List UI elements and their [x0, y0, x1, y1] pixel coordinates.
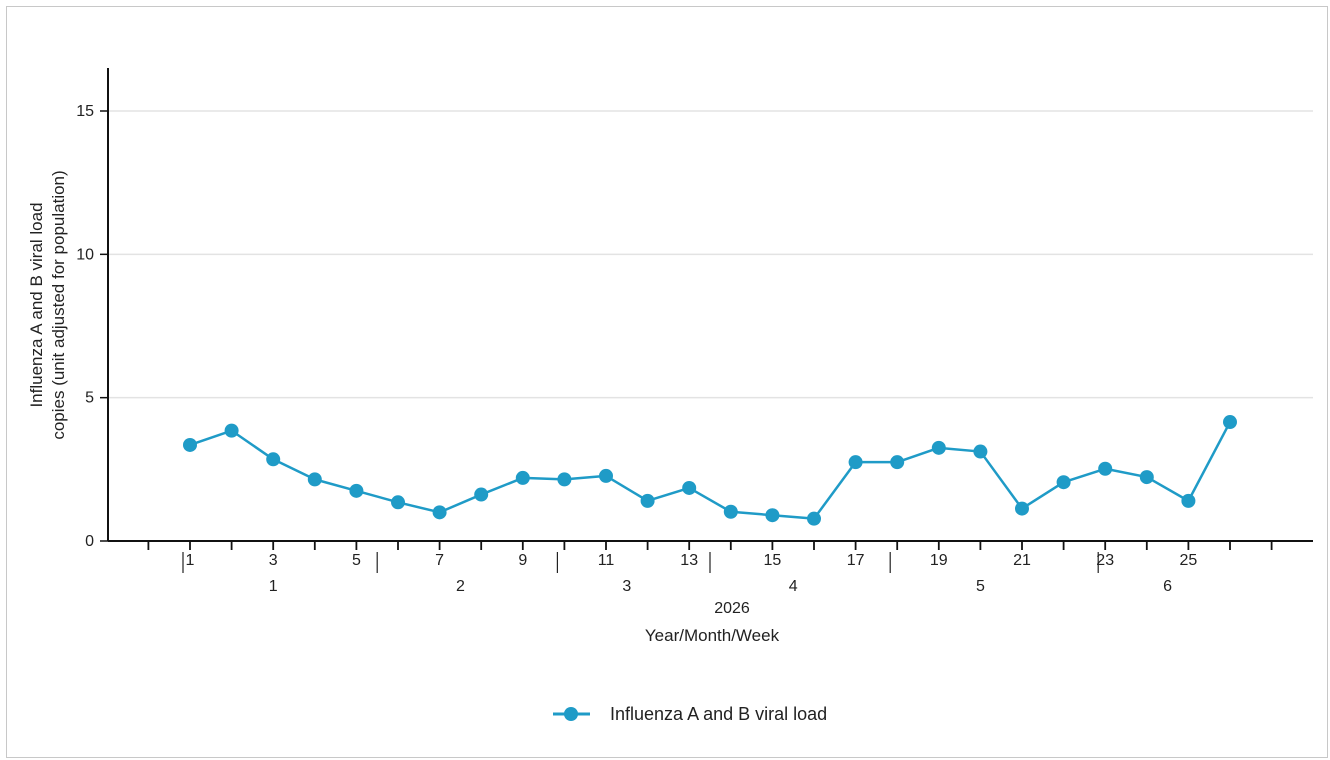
data-point-week-21	[1015, 501, 1029, 516]
data-point-week-20	[973, 444, 988, 459]
data-point-week-7	[432, 505, 447, 520]
data-point-week-11	[599, 468, 613, 483]
data-point-week-26	[1223, 415, 1237, 430]
y-tick-label-5: 5	[85, 390, 94, 407]
data-point-week-14	[723, 504, 738, 519]
data-point-week-25	[1181, 493, 1196, 508]
y-axis-label-line-1: Influenza A and B viral load	[27, 202, 46, 407]
data-point-week-19	[931, 440, 946, 455]
gridlines	[108, 110, 1313, 399]
legend: Influenza A and B viral load	[553, 704, 827, 724]
x-axis-label: Year/Month/Week	[645, 626, 780, 645]
x-axis-year-label: 2026	[714, 600, 750, 617]
x-tick-label-week-3: 3	[269, 552, 278, 569]
x-tick-label-week-9: 9	[518, 552, 527, 569]
legend-marker-swatch	[564, 707, 578, 721]
data-point-week-23	[1098, 461, 1113, 476]
data-point-week-16	[807, 511, 821, 526]
month-label-4: 4	[789, 578, 798, 595]
month-label-6: 6	[1163, 578, 1172, 595]
x-tick-label-week-23: 23	[1096, 552, 1114, 569]
y-tick-label-10: 10	[76, 246, 94, 263]
x-tick-label-week-25: 25	[1180, 552, 1198, 569]
data-point-week-2	[224, 423, 239, 438]
x-ticks: 1 3 5 7 9 11 13 15 17 19 21 23 251 2 3 4 5 6	[147, 541, 1273, 595]
x-tick-label-week-21: 21	[1013, 552, 1031, 569]
data-point-week-22	[1056, 475, 1071, 490]
x-tick-label-week-15: 15	[764, 552, 782, 569]
data-point-week-9	[515, 470, 530, 485]
series-group	[183, 415, 1237, 526]
x-tick-label-week-1: 1	[186, 552, 195, 569]
data-point-week-24	[1139, 470, 1154, 485]
x-tick-label-week-5: 5	[352, 552, 361, 569]
data-point-week-3	[266, 452, 281, 467]
data-point-week-5	[349, 483, 364, 498]
data-point-week-8	[474, 487, 489, 502]
month-label-5: 5	[976, 578, 985, 595]
data-point-week-12	[640, 493, 655, 508]
data-point-week-17	[848, 455, 863, 470]
chart-frame	[6, 6, 1328, 758]
data-point-week-1	[183, 437, 197, 452]
axes	[107, 68, 1313, 542]
x-tick-label-week-19: 19	[930, 552, 948, 569]
x-tick-label-week-13: 13	[680, 552, 698, 569]
x-tick-label-week-17: 17	[847, 552, 865, 569]
legend-label: Influenza A and B viral load	[610, 704, 827, 724]
data-point-week-15	[765, 508, 780, 523]
series-line-0	[189, 421, 1232, 520]
month-label-3: 3	[622, 578, 631, 595]
data-point-week-4	[307, 472, 322, 487]
data-point-week-13	[682, 480, 697, 495]
data-point-week-6	[391, 495, 405, 510]
y-tick-label-0: 0	[85, 533, 94, 550]
y-axis-label-line-2: copies (unit adjusted for population)	[49, 170, 68, 439]
x-tick-label-week-11: 11	[598, 552, 615, 569]
y-ticks: 0 5 10 15	[76, 103, 108, 550]
y-tick-label-15: 15	[76, 103, 94, 120]
data-point-week-18	[890, 455, 905, 470]
month-label-1: 1	[269, 578, 278, 595]
x-tick-label-week-7: 7	[435, 552, 444, 569]
month-label-2: 2	[456, 578, 465, 595]
data-point-week-10	[557, 472, 572, 487]
